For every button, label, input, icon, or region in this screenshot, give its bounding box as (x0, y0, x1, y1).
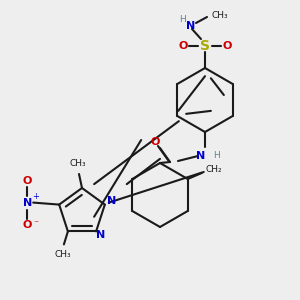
Text: N: N (97, 230, 106, 240)
Text: N: N (22, 198, 32, 208)
Text: H: H (214, 151, 220, 160)
Text: CH₂: CH₂ (206, 164, 222, 173)
Text: O: O (22, 176, 32, 186)
Text: O: O (178, 41, 188, 51)
Text: CH₃: CH₃ (55, 250, 71, 259)
Text: ⁻: ⁻ (34, 220, 39, 230)
Text: +: + (32, 192, 39, 201)
Text: O: O (222, 41, 232, 51)
Text: O: O (150, 137, 160, 147)
Text: S: S (200, 39, 210, 53)
Text: N: N (196, 151, 206, 161)
Text: O: O (22, 220, 32, 230)
Text: CH₃: CH₃ (212, 11, 228, 20)
Text: N: N (186, 21, 196, 31)
Text: H: H (180, 16, 186, 25)
Text: N: N (107, 196, 116, 206)
Text: CH₃: CH₃ (70, 158, 86, 167)
